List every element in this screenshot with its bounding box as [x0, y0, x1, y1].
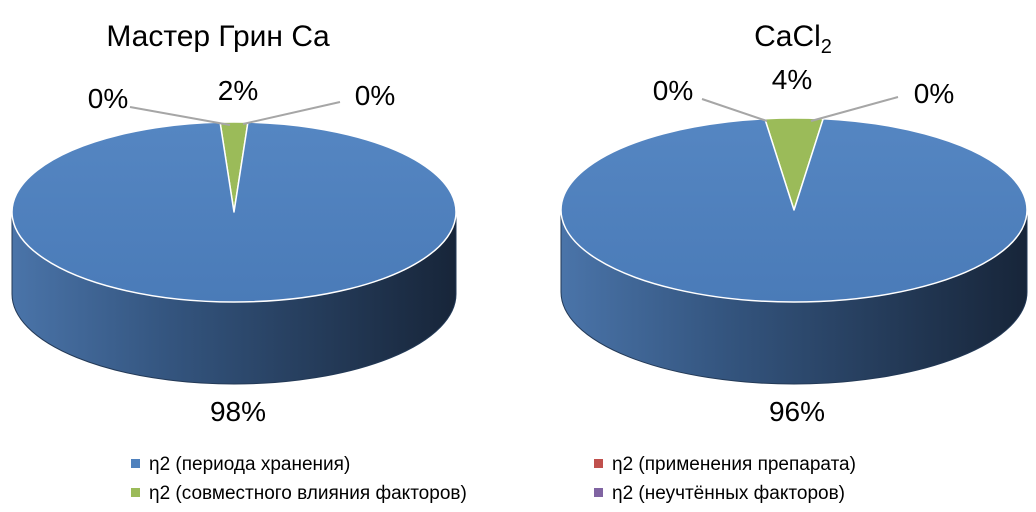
pie-left-label-green: 2% [218, 75, 258, 106]
leader-line [810, 96, 899, 122]
leader-line [701, 98, 768, 122]
legend-label-storage: η2 (периода хранения) [149, 454, 350, 475]
pie-left-label-blue: 98% [210, 396, 266, 427]
legend-label-unaccounted: η2 (неучтённых факторов) [612, 483, 845, 504]
pie-right-leader-lines [701, 96, 899, 122]
pie-left-slices [11, 121, 457, 303]
pie-left-title: Мастер Грин Ca [106, 20, 330, 53]
pie-left-label-red: 0% [88, 83, 128, 114]
leader-line [242, 101, 341, 125]
pie-right-label-blue: 96% [769, 396, 825, 427]
legend-label-application: η2 (применения препарата) [612, 454, 856, 475]
legend-swatch-storage [131, 459, 140, 468]
pie-left-leader-lines [129, 101, 341, 126]
pie-left-slice-blue [11, 121, 457, 303]
legend-swatch-application [594, 459, 603, 468]
pie-right-label-green: 4% [772, 64, 812, 95]
pie-chart-right: CaCl2 4% 0% 0% 96% [560, 20, 1028, 427]
legend: η2 (периода хранения) η2 (применения пре… [131, 454, 856, 504]
pie-right-slices [560, 117, 1028, 303]
legend-label-combined: η2 (совместного влияния факторов) [149, 483, 467, 504]
pie-right-label-red: 0% [653, 75, 693, 106]
pie-chart-left: Мастер Грин Ca 2% 0% 0% 98% [11, 20, 457, 427]
pie-right-slice-blue [560, 117, 1028, 303]
leader-line [129, 106, 231, 126]
legend-swatch-unaccounted [594, 488, 603, 497]
legend-swatch-combined [131, 488, 140, 497]
pie-left-label-purple: 0% [355, 80, 395, 111]
pie-right-label-purple: 0% [914, 78, 954, 109]
pie-right-title: CaCl2 [754, 20, 832, 58]
